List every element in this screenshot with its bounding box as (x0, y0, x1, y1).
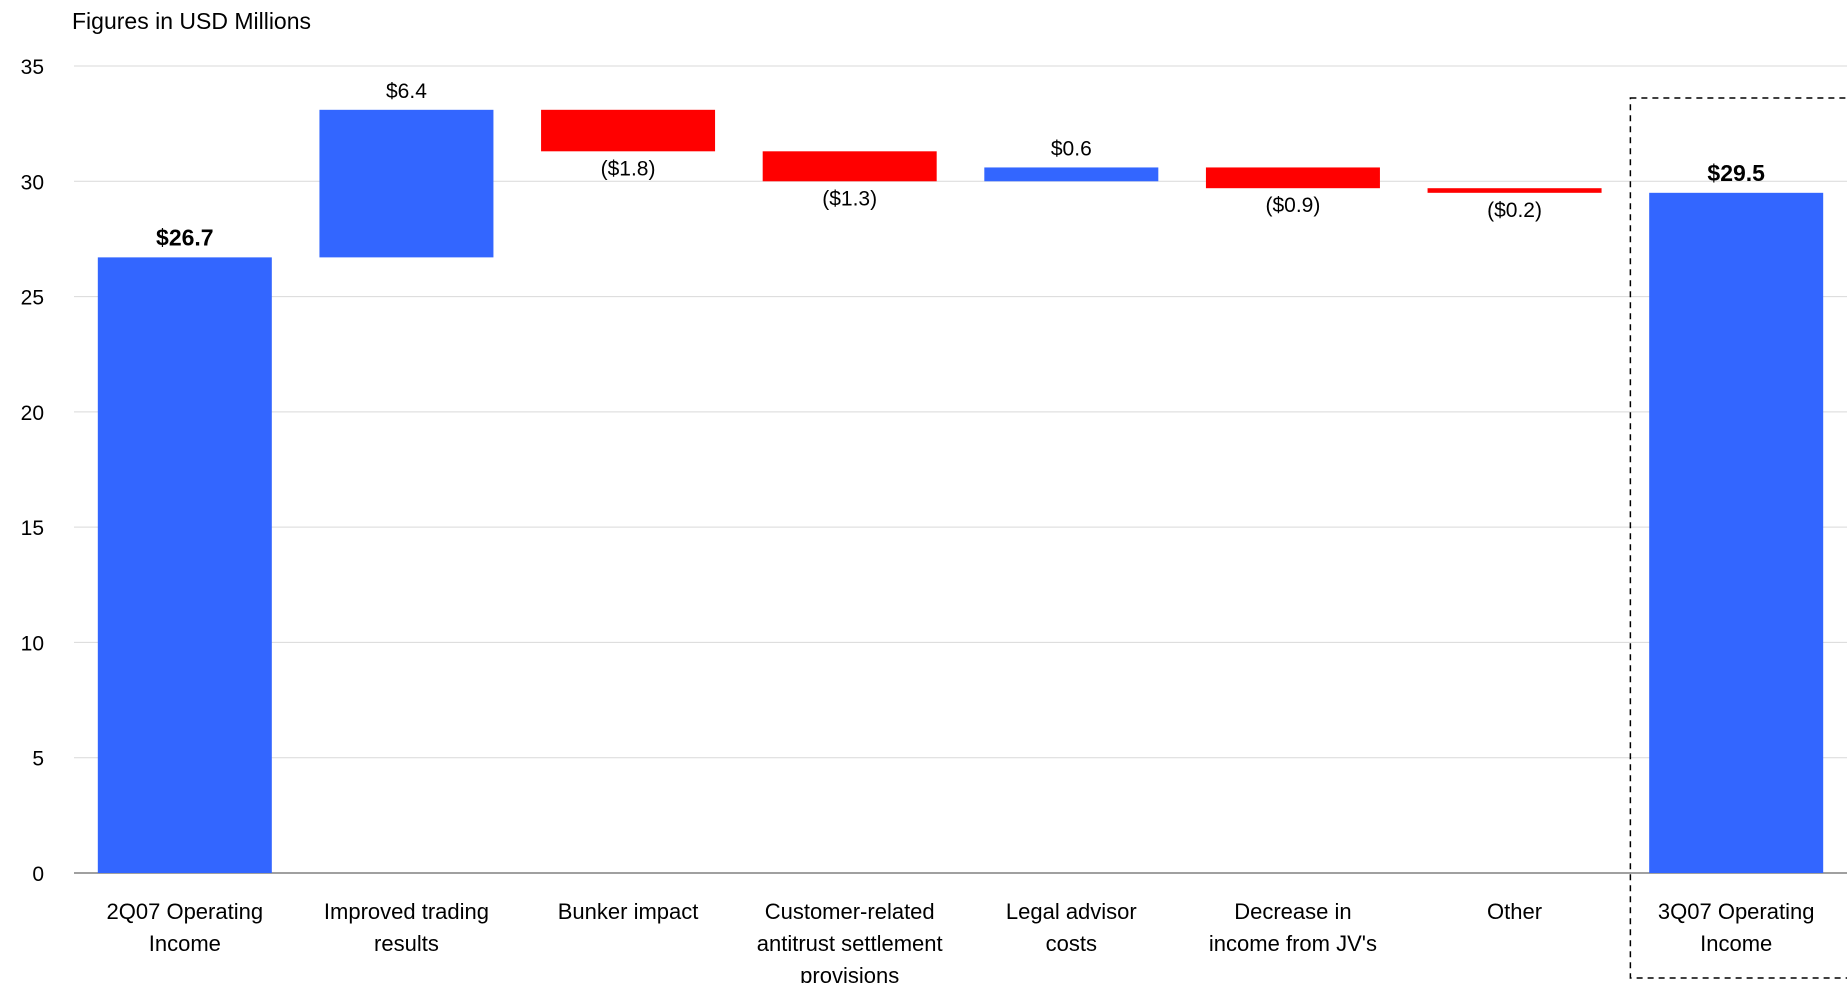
y-tick-label: 20 (21, 402, 44, 425)
x-tick-label: Other (1487, 899, 1542, 924)
x-tick-label: provisions (800, 963, 899, 983)
x-tick-label: results (374, 931, 439, 956)
data-label: $26.7 (156, 224, 214, 250)
y-tick-label: 5 (32, 748, 44, 771)
y-tick-label: 30 (21, 171, 44, 194)
y-tick-label: 0 (32, 863, 44, 886)
bar (541, 109, 716, 152)
data-label: $6.4 (386, 80, 427, 103)
x-tick-label: Income (1700, 931, 1772, 956)
x-tick-label: Bunker impact (558, 899, 699, 924)
y-tick-label: 15 (21, 517, 44, 540)
data-label: ($0.9) (1266, 194, 1321, 217)
data-label: $29.5 (1707, 160, 1765, 186)
x-tick-label: Legal advisor (1006, 899, 1137, 924)
x-tick-label: Decrease in (1234, 899, 1351, 924)
unit-note: Figures in USD Millions (72, 8, 312, 34)
y-tick-label: 35 (21, 56, 44, 79)
data-label: ($0.2) (1487, 199, 1542, 222)
bar (319, 109, 494, 258)
highlight-box (1629, 97, 1847, 979)
x-tick-label: Improved trading (324, 899, 489, 924)
x-tick-label: costs (1046, 931, 1097, 956)
bar (1427, 188, 1602, 193)
x-tick-label: income from JV's (1209, 931, 1377, 956)
x-tick-label: 3Q07 Operating (1658, 899, 1815, 924)
bar (1205, 167, 1380, 189)
bar (1649, 192, 1824, 874)
x-tick-label: Income (149, 931, 221, 956)
bar (97, 257, 272, 874)
bar (984, 167, 1159, 182)
data-label: ($1.3) (822, 187, 877, 210)
x-tick-label: 2Q07 Operating (107, 899, 264, 924)
bar (762, 151, 937, 182)
x-tick-label: Customer-related (765, 899, 935, 924)
y-tick-label: 10 (21, 632, 44, 655)
data-label: ($1.8) (601, 157, 656, 180)
x-tick-label: antitrust settlement (757, 931, 943, 956)
y-tick-label: 25 (21, 287, 44, 310)
data-label: $0.6 (1051, 137, 1092, 160)
